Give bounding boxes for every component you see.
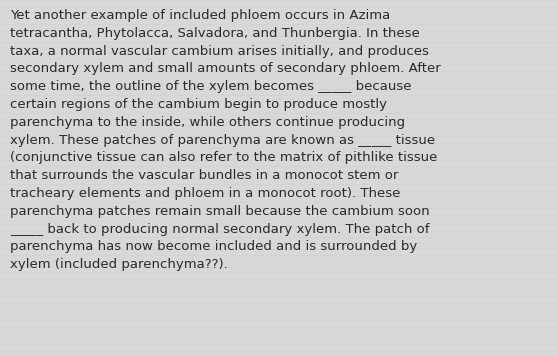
Text: Yet another example of included phloem occurs in Azima
tetracantha, Phytolacca, : Yet another example of included phloem o… [10,9,441,271]
